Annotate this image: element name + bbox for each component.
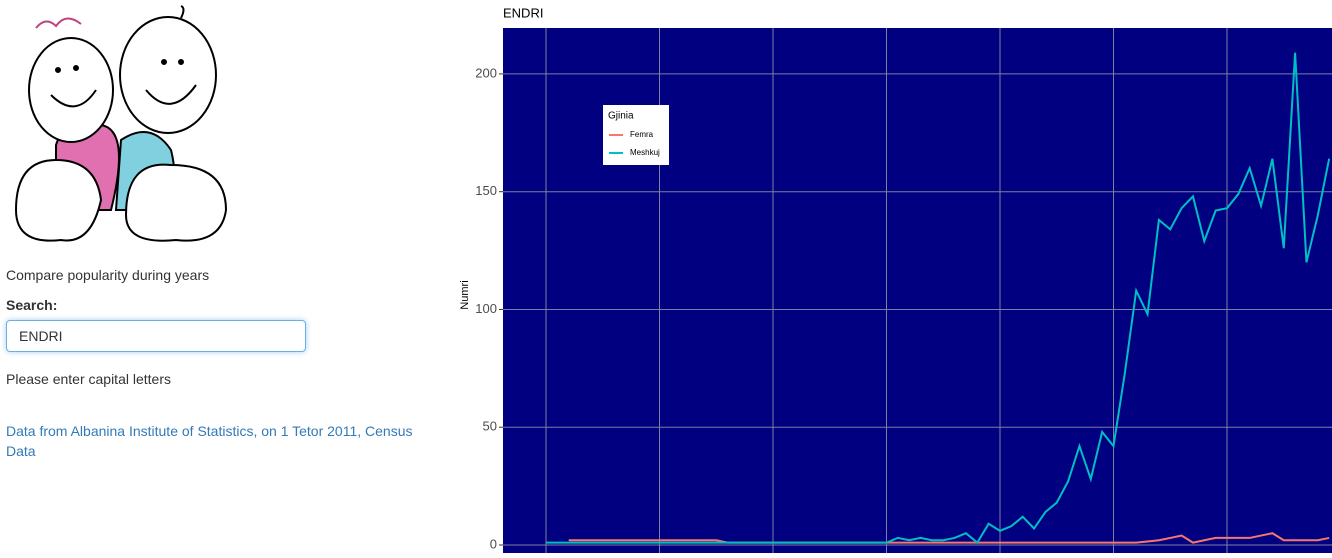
series-line xyxy=(568,532,1330,544)
legend-label: Meshkuj xyxy=(630,148,660,157)
y-tick-label: 50 xyxy=(483,419,497,434)
source-link[interactable]: Data from Albanina Institute of Statisti… xyxy=(6,423,413,459)
y-tick-label: 0 xyxy=(490,536,497,551)
hint-text: Please enter capital letters xyxy=(6,371,171,387)
y-tick-label: 100 xyxy=(475,301,497,316)
chart: ENDRI Numri 0 50 100 150 200 Gjinia Femra Meshk… xyxy=(459,5,1332,553)
y-tick-label: 150 xyxy=(475,183,497,198)
legend-title: Gjinia xyxy=(608,111,634,122)
series-line xyxy=(546,52,1331,545)
search-label: Search: xyxy=(6,297,58,313)
babies-image xyxy=(14,5,228,242)
chart-title: ENDRI xyxy=(503,5,543,20)
legend-label: Femra xyxy=(630,130,654,139)
y-axis-label: Numri xyxy=(459,280,471,309)
search-input[interactable]: ENDRI xyxy=(6,320,306,352)
y-tick-label: 200 xyxy=(475,65,497,80)
intro-text: Compare popularity during years xyxy=(6,267,210,283)
